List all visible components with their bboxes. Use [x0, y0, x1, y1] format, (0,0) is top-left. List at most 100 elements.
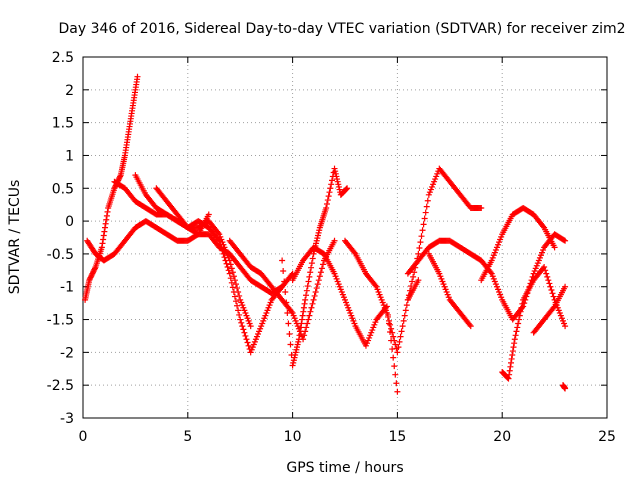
data-point — [394, 349, 401, 356]
data-point — [310, 296, 317, 303]
data-point — [535, 257, 542, 264]
data-point — [286, 330, 293, 337]
data-point — [383, 309, 390, 316]
series-sat-g — [279, 165, 351, 369]
data-point — [402, 307, 409, 314]
y-tick-label: 0.5 — [52, 181, 74, 197]
data-point — [87, 274, 94, 281]
data-point — [424, 197, 431, 204]
data-point — [437, 273, 444, 280]
data-point — [342, 186, 349, 193]
data-point — [350, 317, 357, 324]
data-point — [134, 73, 141, 80]
data-point — [541, 264, 548, 271]
data-point — [375, 288, 382, 295]
data-point — [314, 232, 321, 239]
data-point — [279, 257, 286, 264]
data-point — [466, 321, 473, 328]
data-point — [319, 261, 326, 268]
data-point — [491, 278, 498, 285]
data-point — [497, 236, 504, 243]
data-point — [390, 354, 397, 361]
data-point — [312, 288, 319, 295]
data-point — [493, 244, 500, 251]
data-point — [348, 312, 355, 319]
data-point — [250, 341, 257, 348]
data-point — [492, 246, 499, 253]
data-point — [513, 328, 520, 335]
data-point — [394, 388, 401, 395]
x-tick-label: 25 — [598, 429, 616, 445]
data-point — [302, 328, 309, 335]
data-point — [411, 269, 418, 276]
data-point — [489, 273, 496, 280]
data-point — [545, 277, 552, 284]
data-point — [248, 346, 255, 353]
data-point — [289, 362, 296, 369]
data-point — [205, 211, 212, 218]
series-sat-b — [84, 211, 212, 264]
data-point — [303, 292, 310, 299]
data-point — [301, 300, 308, 307]
data-point — [329, 177, 336, 184]
data-point — [406, 287, 413, 294]
data-point — [562, 323, 569, 330]
data-point — [297, 324, 304, 331]
data-point — [403, 302, 410, 309]
data-point — [306, 312, 313, 319]
data-point — [362, 342, 369, 349]
data-point — [308, 304, 315, 311]
data-point — [400, 317, 407, 324]
data-point — [490, 252, 497, 259]
data-point — [389, 346, 396, 353]
series-sat-o — [530, 283, 569, 336]
data-point — [393, 380, 400, 387]
series-sat-l — [425, 250, 474, 330]
data-point — [343, 185, 350, 192]
data-point — [296, 332, 303, 339]
data-point — [292, 349, 299, 356]
data-point — [285, 320, 292, 327]
data-point — [515, 320, 522, 327]
data-point — [293, 346, 300, 353]
data-point — [425, 191, 432, 198]
data-point — [339, 291, 346, 298]
data-point — [264, 307, 271, 314]
data-point — [292, 351, 299, 358]
y-tick-label: 2.5 — [52, 50, 74, 66]
data-point — [431, 178, 438, 185]
data-point — [318, 265, 325, 272]
data-point — [430, 181, 437, 188]
data-point — [231, 293, 238, 300]
data-point — [544, 273, 551, 280]
data-point — [230, 273, 237, 280]
data-point — [313, 237, 320, 244]
data-point — [116, 174, 123, 181]
data-point — [263, 309, 270, 316]
data-point — [415, 277, 422, 284]
data-point — [303, 324, 310, 331]
data-point — [328, 181, 335, 188]
data-point — [498, 294, 505, 301]
data-point — [245, 317, 252, 324]
data-point — [111, 185, 118, 192]
data-point — [434, 170, 441, 177]
data-point — [518, 304, 525, 311]
data-point — [506, 367, 513, 374]
data-point — [231, 277, 238, 284]
data-point — [278, 284, 285, 291]
data-point — [240, 326, 247, 333]
data-point — [300, 308, 307, 315]
data-points — [82, 73, 569, 395]
data-point — [443, 288, 450, 295]
data-point — [344, 185, 351, 192]
data-point — [247, 349, 254, 356]
data-point — [324, 197, 331, 204]
data-point — [265, 304, 272, 311]
data-point — [536, 254, 543, 261]
data-point — [216, 237, 223, 244]
data-point — [289, 309, 296, 316]
data-point — [368, 329, 375, 336]
y-tick-label: 1.5 — [52, 116, 74, 132]
data-point — [351, 249, 358, 256]
